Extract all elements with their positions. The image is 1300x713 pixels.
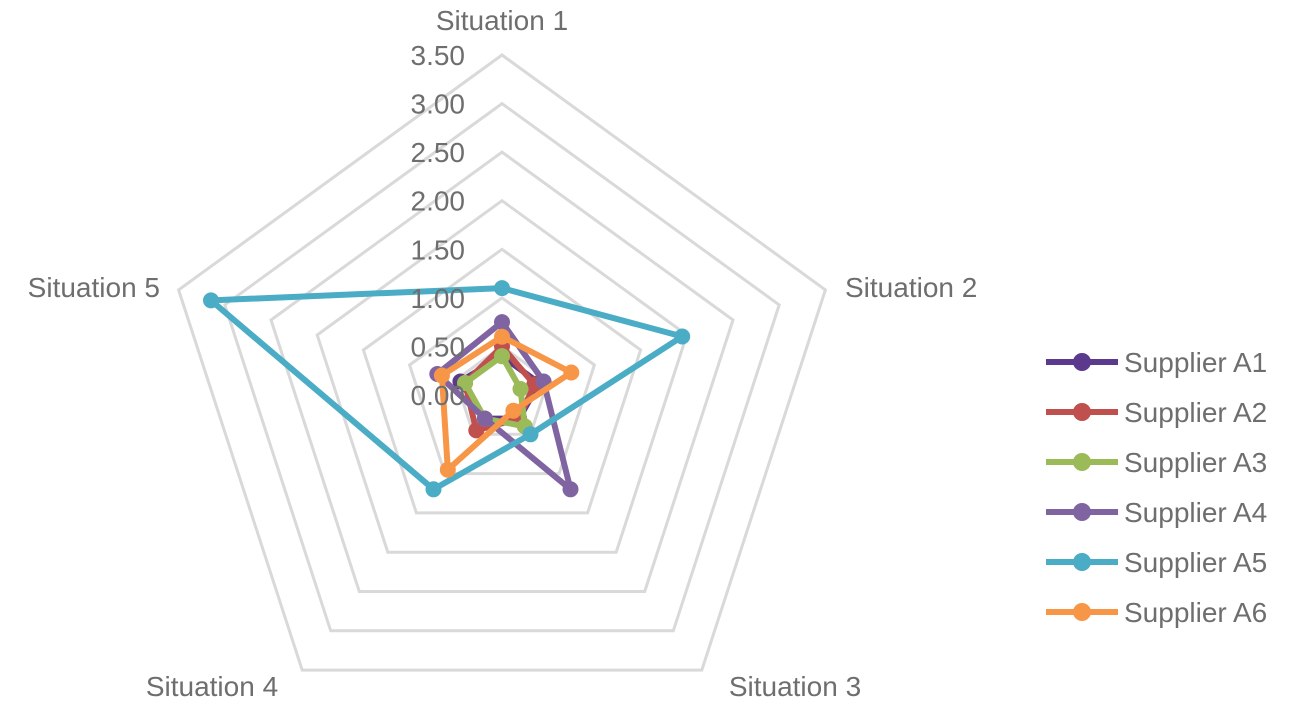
axis-label-situation-3: Situation 3 bbox=[729, 671, 861, 702]
tick-label: 0.50 bbox=[411, 331, 466, 362]
radar-series bbox=[203, 280, 691, 498]
data-point bbox=[494, 280, 510, 297]
legend-item: Supplier A3 bbox=[1046, 447, 1267, 478]
tick-label: 2.50 bbox=[411, 137, 466, 168]
legend: Supplier A1 Supplier A2 Supplier A3 Supplie… bbox=[1046, 347, 1267, 628]
data-point bbox=[433, 367, 450, 384]
legend-swatch-marker bbox=[1073, 553, 1091, 571]
data-point bbox=[203, 292, 219, 309]
grid-ring bbox=[223, 101, 781, 633]
data-point bbox=[505, 402, 522, 419]
legend-swatch-marker bbox=[1073, 353, 1091, 371]
axis-label-situation-2: Situation 2 bbox=[845, 272, 977, 303]
grid-ring bbox=[361, 247, 643, 515]
legend-label: Supplier A3 bbox=[1124, 447, 1267, 478]
grid-ring bbox=[315, 198, 689, 554]
data-point bbox=[457, 375, 473, 391]
series-supplier-5 bbox=[203, 280, 691, 498]
radar-grid bbox=[176, 53, 828, 672]
legend-item: Supplier A5 bbox=[1046, 547, 1267, 578]
legend-label: Supplier A1 bbox=[1124, 347, 1267, 378]
grid-ring bbox=[407, 296, 597, 476]
data-point bbox=[562, 481, 579, 498]
legend-swatch-marker bbox=[1073, 603, 1091, 621]
grid-ring bbox=[176, 53, 828, 672]
data-point bbox=[439, 461, 456, 478]
tick-label: 1.00 bbox=[411, 283, 466, 314]
series-line bbox=[438, 333, 575, 473]
legend-label: Supplier A6 bbox=[1124, 597, 1267, 628]
data-point bbox=[494, 328, 510, 345]
data-point bbox=[425, 481, 442, 498]
data-point bbox=[674, 328, 691, 345]
grid-ring bbox=[269, 150, 735, 593]
data-point bbox=[512, 381, 529, 397]
tick-label: 3.50 bbox=[411, 40, 466, 71]
legend-item: Supplier A1 bbox=[1046, 347, 1267, 378]
tick-label: 3.00 bbox=[411, 89, 466, 120]
data-point bbox=[494, 348, 510, 365]
legend-item: Supplier A2 bbox=[1046, 397, 1267, 428]
radial-tick-labels: 0.00 0.50 1.00 1.50 2.00 2.50 3.00 3.50 bbox=[411, 40, 466, 411]
data-point bbox=[494, 314, 510, 331]
legend-label: Supplier A5 bbox=[1124, 547, 1267, 578]
axis-labels: Situation 1 Situation 2 Situation 3 Situati… bbox=[28, 5, 978, 702]
data-point bbox=[468, 422, 485, 439]
series-line bbox=[208, 285, 686, 493]
data-point bbox=[476, 410, 493, 427]
series-supplier-6 bbox=[433, 328, 580, 478]
data-point bbox=[563, 364, 580, 381]
legend-item: Supplier A6 bbox=[1046, 597, 1267, 628]
axis-label-situation-5: Situation 5 bbox=[28, 272, 160, 303]
tick-label: 2.00 bbox=[411, 186, 466, 217]
legend-swatch-marker bbox=[1073, 403, 1091, 421]
axis-label-situation-1: Situation 1 bbox=[436, 5, 568, 36]
tick-label: 0.00 bbox=[411, 380, 466, 411]
legend-label: Supplier A4 bbox=[1124, 497, 1267, 528]
series-line bbox=[434, 319, 574, 493]
tick-label: 1.50 bbox=[411, 234, 466, 265]
legend-swatch-marker bbox=[1073, 453, 1091, 471]
legend-item: Supplier A4 bbox=[1046, 497, 1267, 528]
legend-label: Supplier A2 bbox=[1124, 397, 1267, 428]
axis-label-situation-4: Situation 4 bbox=[146, 671, 278, 702]
data-point bbox=[522, 426, 539, 443]
legend-swatch-marker bbox=[1073, 503, 1091, 521]
